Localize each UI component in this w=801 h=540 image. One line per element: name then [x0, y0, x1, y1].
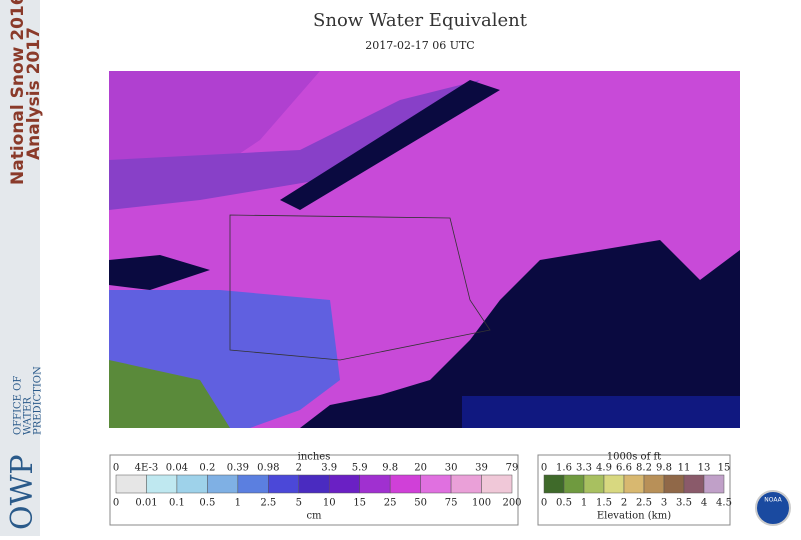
- bare-ground: [109, 360, 230, 428]
- legend-label: 20: [414, 463, 427, 474]
- legend-label: 2: [621, 498, 627, 509]
- swatch: [481, 474, 513, 494]
- legend-label: 0.39: [227, 463, 249, 474]
- office-line: PREDICTION: [33, 366, 44, 435]
- legend-label: 15: [353, 498, 366, 509]
- swatch: [359, 474, 391, 494]
- legend-label: 0.5: [556, 498, 572, 509]
- swatch: [420, 474, 452, 494]
- swatch: [207, 474, 239, 494]
- swatch: [583, 474, 605, 494]
- legend-label: 11: [678, 463, 691, 474]
- river: [280, 80, 500, 210]
- land-region: [109, 80, 480, 210]
- noaa-logo: [755, 490, 791, 526]
- office-line: WATER: [23, 397, 34, 435]
- legend-label: 3: [661, 498, 667, 509]
- legend-label: 0: [541, 498, 547, 509]
- legend-label: 3.9: [321, 463, 337, 474]
- legend-label: 0.2: [199, 463, 215, 474]
- legend-unit: cm: [306, 511, 322, 522]
- noaa-text: NOAA: [764, 497, 782, 504]
- legend-label: 39: [475, 463, 488, 474]
- legend-label: 1.5: [596, 498, 612, 509]
- legend-label: 1.6: [556, 463, 572, 474]
- legend-label: 100: [472, 498, 491, 509]
- legend-label: 9.8: [656, 463, 672, 474]
- swatch: [328, 474, 360, 494]
- legend-label: 0.01: [135, 498, 157, 509]
- swatch: [115, 474, 147, 494]
- sidebar-line: Analysis 2017: [24, 27, 44, 160]
- title: Snow Water Equivalent: [313, 10, 528, 31]
- legend-label: 0.98: [257, 463, 279, 474]
- legend-label: 0.5: [199, 498, 215, 509]
- legend-label: 4.9: [596, 463, 612, 474]
- legend-label: 1: [235, 498, 241, 509]
- owp-logo: OWP OFFICE OF WATER PREDICTION: [5, 366, 44, 530]
- legend-label: 4.5: [716, 498, 732, 509]
- swatch: [298, 474, 330, 494]
- legend-label: 2.5: [260, 498, 276, 509]
- legend-label: 10: [323, 498, 336, 509]
- legend-label: 3.3: [576, 463, 592, 474]
- owp-text: OWP: [5, 454, 40, 530]
- swatch: [683, 474, 705, 494]
- swatch: [146, 474, 178, 494]
- legend-label: 8.2: [636, 463, 652, 474]
- swatch: [268, 474, 300, 494]
- legend-label: 4E-3: [135, 463, 159, 474]
- legend-label: 0: [113, 498, 119, 509]
- edge-box: [462, 396, 740, 428]
- swatch: [237, 474, 269, 494]
- swatch: [450, 474, 482, 494]
- swatch: [543, 474, 565, 494]
- legend-label: 5.9: [352, 463, 368, 474]
- legend-label: 2: [296, 463, 302, 474]
- legend-label: 3.5: [676, 498, 692, 509]
- sidebar-line: National Snow 2016-: [8, 0, 28, 185]
- legend-label: 15: [718, 463, 731, 474]
- legend-label: 5: [296, 498, 302, 509]
- lake: [109, 255, 210, 290]
- swatch: [623, 474, 645, 494]
- sidebar-bg: [0, 0, 40, 536]
- legend-label: 30: [445, 463, 458, 474]
- legend-unit: inches: [298, 452, 331, 463]
- legend-label: 0: [541, 463, 547, 474]
- legend-label: 79: [506, 463, 519, 474]
- legend-label: 25: [384, 498, 397, 509]
- legend-unit: Elevation (km): [597, 511, 671, 522]
- swatch: [603, 474, 625, 494]
- map: [109, 71, 740, 428]
- legend-label: 9.8: [382, 463, 398, 474]
- legend-unit: 1000s of ft: [607, 452, 661, 463]
- legend-label: 0.1: [169, 498, 185, 509]
- office-line: OFFICE OF: [13, 376, 24, 435]
- legend-label: 200: [502, 498, 521, 509]
- legend-label: 13: [698, 463, 711, 474]
- sidebar-title: National Snow 2016- Analysis 2017: [8, 0, 44, 185]
- swatch: [643, 474, 665, 494]
- legend-label: 4: [701, 498, 707, 509]
- swatch: [176, 474, 208, 494]
- legend-label: 75: [445, 498, 458, 509]
- legend-label: 2.5: [636, 498, 652, 509]
- swatch: [563, 474, 585, 494]
- subtitle: 2017-02-17 06 UTC: [365, 39, 474, 52]
- swatch: [703, 474, 725, 494]
- swatch: [663, 474, 685, 494]
- swatch: [389, 474, 421, 494]
- legend-label: 50: [414, 498, 427, 509]
- legend-label: 1: [581, 498, 587, 509]
- legend-label: 0.04: [166, 463, 188, 474]
- state-borders: [229, 214, 491, 361]
- legend-label: 6.6: [616, 463, 632, 474]
- legend-label: 0: [113, 463, 119, 474]
